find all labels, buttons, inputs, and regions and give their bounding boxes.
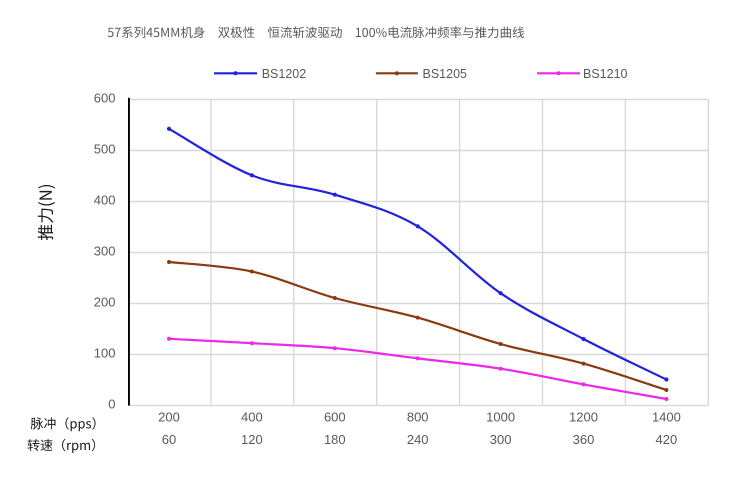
svg-text:200: 200 bbox=[94, 294, 116, 309]
svg-text:400: 400 bbox=[241, 410, 263, 425]
svg-text:500: 500 bbox=[94, 141, 116, 156]
svg-text:1200: 1200 bbox=[569, 410, 598, 425]
svg-text:300: 300 bbox=[94, 243, 116, 258]
svg-text:0: 0 bbox=[108, 396, 115, 411]
svg-text:100: 100 bbox=[94, 345, 116, 360]
svg-text:180: 180 bbox=[324, 432, 346, 447]
svg-text:1400: 1400 bbox=[652, 410, 681, 425]
svg-text:600: 600 bbox=[94, 90, 116, 105]
svg-text:800: 800 bbox=[407, 410, 429, 425]
svg-text:360: 360 bbox=[573, 432, 595, 447]
svg-text:60: 60 bbox=[162, 432, 176, 447]
svg-text:300: 300 bbox=[490, 432, 512, 447]
svg-text:240: 240 bbox=[407, 432, 429, 447]
svg-text:120: 120 bbox=[241, 432, 263, 447]
svg-text:1000: 1000 bbox=[486, 410, 515, 425]
svg-text:420: 420 bbox=[656, 432, 678, 447]
svg-text:BS1205: BS1205 bbox=[423, 67, 468, 81]
svg-text:200: 200 bbox=[158, 410, 180, 425]
svg-text:600: 600 bbox=[324, 410, 346, 425]
svg-text:BS1202: BS1202 bbox=[262, 67, 307, 81]
svg-text:BS1210: BS1210 bbox=[583, 67, 628, 81]
svg-text:400: 400 bbox=[94, 192, 116, 207]
